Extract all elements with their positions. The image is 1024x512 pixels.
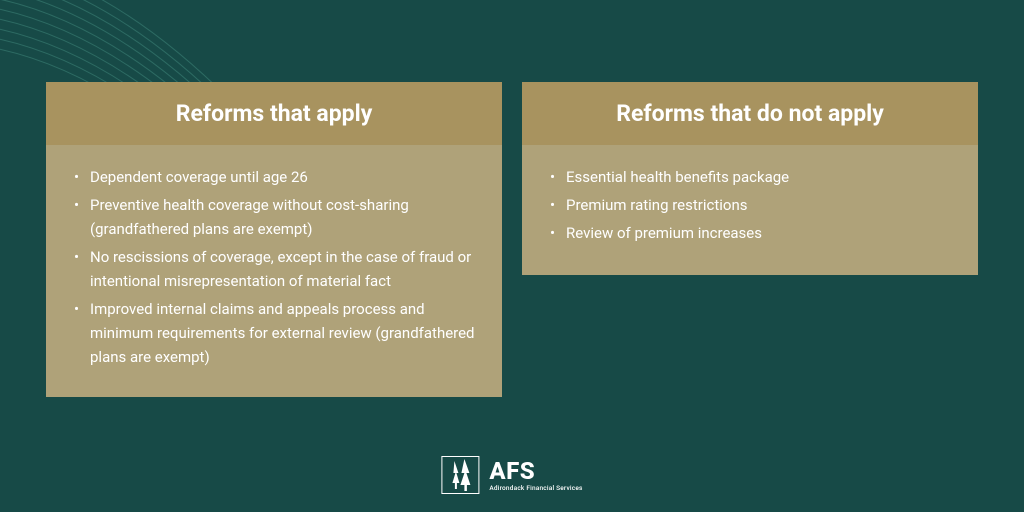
list-item: Dependent coverage until age 26 <box>72 165 476 189</box>
list-not-apply: Essential health benefits package Premiu… <box>548 165 952 245</box>
content-row: Reforms that apply Dependent coverage un… <box>0 0 1024 397</box>
panel-reforms-apply: Reforms that apply Dependent coverage un… <box>46 82 502 397</box>
panel-reforms-not-apply: Reforms that do not apply Essential heal… <box>522 82 978 275</box>
panel-header-apply: Reforms that apply <box>46 82 502 145</box>
panel-body-not-apply: Essential health benefits package Premiu… <box>522 145 978 275</box>
list-item: No rescissions of coverage, except in th… <box>72 245 476 293</box>
list-apply: Dependent coverage until age 26 Preventi… <box>72 165 476 369</box>
list-item: Preventive health coverage without cost-… <box>72 193 476 241</box>
footer-logo: AFS Adirondack Financial Services <box>441 456 582 494</box>
logo-trees-icon <box>441 456 479 494</box>
panel-header-not-apply: Reforms that do not apply <box>522 82 978 145</box>
logo-text: AFS Adirondack Financial Services <box>489 459 582 492</box>
list-item: Improved internal claims and appeals pro… <box>72 297 476 369</box>
logo-full: Adirondack Financial Services <box>489 485 582 492</box>
logo-abbr: AFS <box>489 459 582 483</box>
list-item: Premium rating restrictions <box>548 193 952 217</box>
list-item: Review of premium increases <box>548 221 952 245</box>
panel-body-apply: Dependent coverage until age 26 Preventi… <box>46 145 502 397</box>
list-item: Essential health benefits package <box>548 165 952 189</box>
